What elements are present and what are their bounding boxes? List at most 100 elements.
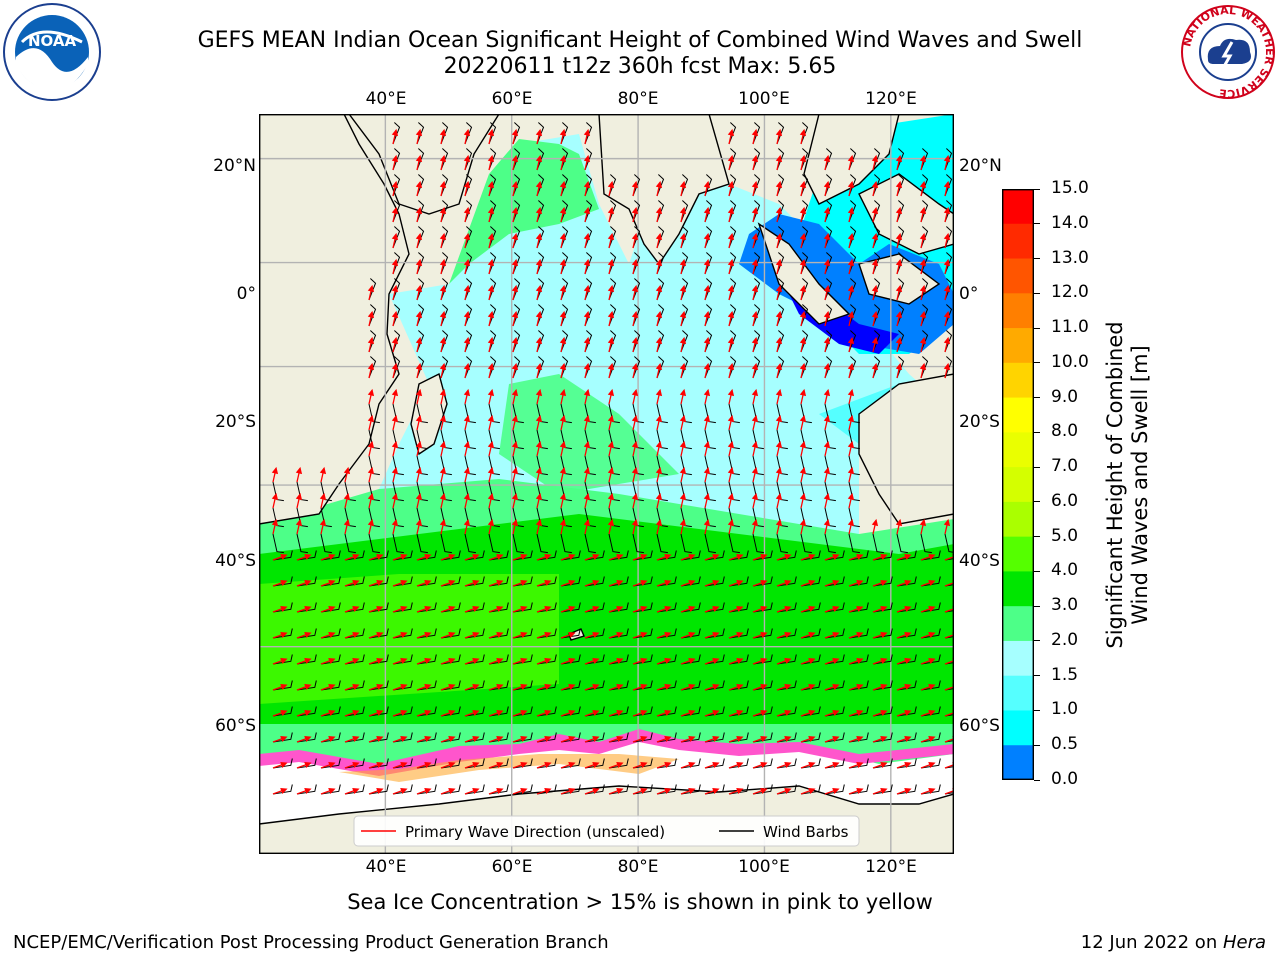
wave-arrow-head	[727, 310, 735, 319]
wave-arrow-head	[568, 579, 576, 586]
wave-arrow-head	[847, 362, 855, 371]
wave-arrow-head	[271, 466, 279, 475]
wave-arrow-head	[463, 232, 471, 241]
wave-arrow-head	[895, 284, 903, 293]
wave-arrow-head	[904, 709, 912, 716]
wind-barb	[920, 576, 941, 587]
wave-arrow-head	[367, 440, 375, 449]
wind-barb	[896, 304, 905, 327]
wind-barb	[344, 680, 365, 691]
wind-barb	[560, 174, 569, 197]
wave-arrow-head	[439, 284, 447, 293]
wave-arrow-head	[568, 787, 576, 794]
wave-arrow-head	[631, 466, 639, 475]
wind-barb	[440, 252, 449, 275]
wind-barb	[512, 174, 521, 197]
wind-barb	[560, 628, 581, 639]
wind-barb	[440, 680, 461, 691]
wave-arrow-head	[535, 466, 543, 475]
wave-arrow-head	[823, 232, 831, 241]
wave-arrow-head	[712, 657, 720, 664]
wind-barb	[608, 628, 629, 639]
wind-barb	[848, 576, 869, 587]
wind-barb	[776, 533, 788, 554]
wind-barb	[704, 252, 713, 275]
wave-arrow-head	[736, 735, 744, 742]
wind-barb	[848, 550, 869, 561]
wind-barb	[272, 602, 293, 613]
wind-barb	[584, 356, 593, 379]
wind-barb	[296, 602, 317, 613]
colorbar-tick-mark	[1034, 709, 1040, 711]
wind-barb	[632, 304, 641, 327]
wave-arrow-head	[376, 657, 384, 664]
wind-barb	[296, 654, 317, 665]
wave-arrow-head	[583, 284, 591, 293]
wave-arrow-head	[280, 553, 288, 560]
wave-arrow-head	[424, 657, 432, 664]
wave-arrow-head	[679, 284, 687, 293]
wind-barb	[392, 252, 401, 275]
wind-barb	[536, 252, 545, 275]
wind-barb	[560, 356, 569, 379]
wave-arrow-head	[304, 735, 312, 742]
wind-barb	[560, 550, 581, 561]
wave-arrow-head	[736, 605, 744, 612]
wave-arrow-head	[448, 631, 456, 638]
wind-barb	[824, 533, 836, 554]
wind-barb	[368, 533, 380, 554]
wave-arrow-head	[895, 310, 903, 319]
wind-barb	[608, 602, 629, 613]
wave-arrow-head	[895, 336, 903, 345]
wave-arrow-head	[727, 232, 735, 241]
wind-barb	[608, 330, 617, 353]
wave-arrow-head	[760, 657, 768, 664]
wave-arrow-head	[751, 232, 759, 241]
wind-barb	[272, 706, 293, 717]
wave-arrow-head	[832, 787, 840, 794]
wind-barb	[848, 680, 869, 691]
wave-arrow-head	[799, 492, 807, 501]
wave-arrow-head	[535, 258, 543, 267]
wind-barb	[368, 628, 389, 639]
wave-arrow-head	[751, 466, 759, 475]
wind-barb	[632, 550, 653, 561]
wave-arrow-head	[631, 336, 639, 345]
wind-barb	[872, 550, 893, 561]
wind-barb	[872, 706, 893, 717]
wave-arrow-head	[583, 206, 591, 215]
wave-arrow-head	[487, 180, 495, 189]
wave-arrow-head	[919, 232, 927, 241]
wave-arrow-head	[415, 466, 423, 475]
wave-arrow-head	[352, 553, 360, 560]
wind-barb	[416, 174, 425, 197]
wind-barb	[680, 550, 701, 561]
wind-barb	[824, 706, 845, 717]
wind-barb	[392, 706, 413, 717]
wave-arrow-head	[511, 258, 519, 267]
wind-barb	[320, 533, 332, 554]
wave-arrow-head	[751, 362, 759, 371]
wave-arrow-head	[568, 605, 576, 612]
wind-barb	[392, 628, 413, 639]
wave-arrow-head	[703, 362, 711, 371]
wind-barb	[800, 602, 821, 613]
wave-arrow-head	[823, 414, 831, 423]
colorbar-swatch	[1002, 467, 1034, 503]
wave-arrow-head	[511, 388, 519, 397]
wind-barb	[680, 174, 689, 197]
wave-arrow-head	[616, 761, 624, 768]
wave-arrow-head	[415, 414, 423, 423]
wave-arrow-head	[847, 414, 855, 423]
wind-barb	[536, 758, 557, 769]
wind-barb	[392, 654, 413, 665]
wind-barb	[440, 148, 449, 171]
wind-barb	[536, 200, 545, 223]
wave-arrow-head	[784, 553, 792, 560]
wave-arrow-head	[511, 154, 519, 163]
wave-arrow-head	[775, 362, 783, 371]
lon-label-top-40e: 40°E	[365, 89, 407, 109]
wind-barb	[920, 148, 929, 171]
wave-arrow-head	[832, 657, 840, 664]
wind-barb	[728, 148, 737, 171]
